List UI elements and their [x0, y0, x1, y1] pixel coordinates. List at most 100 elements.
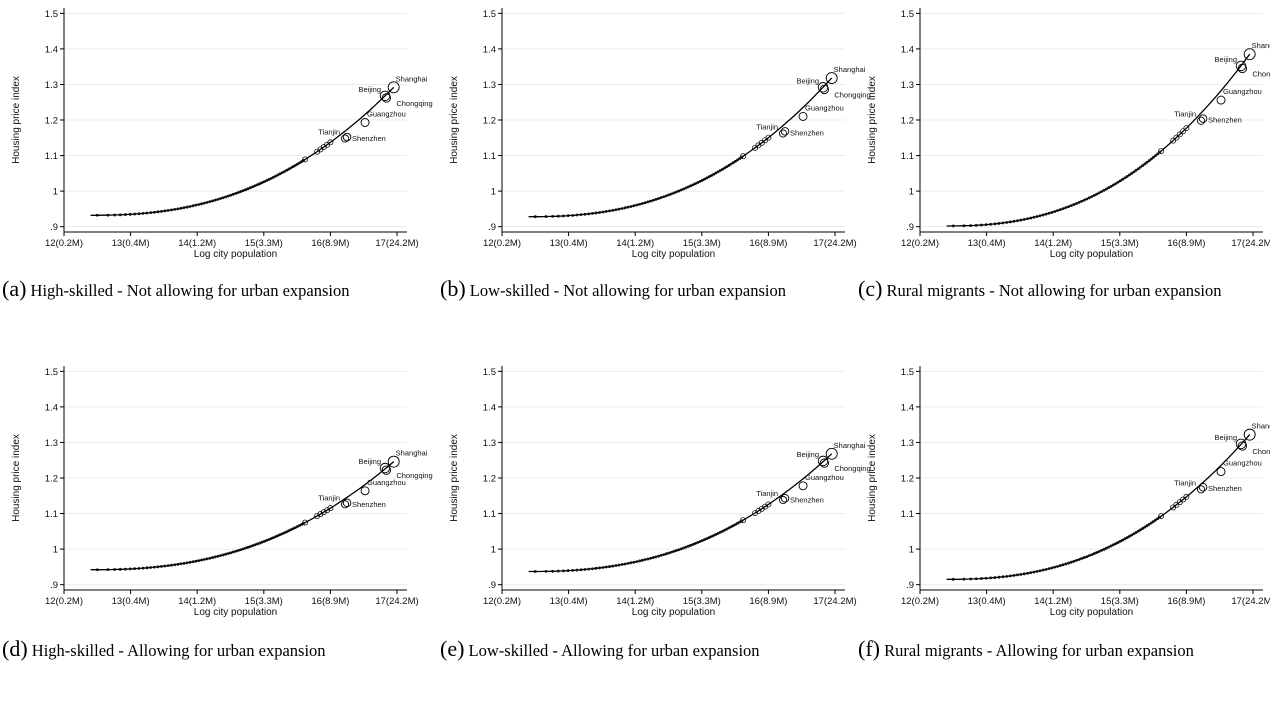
city-marker [623, 206, 627, 210]
city-marker [604, 210, 608, 213]
city-marker [626, 562, 630, 565]
city-marker [253, 543, 257, 547]
city-marker [635, 560, 639, 563]
city-marker [626, 205, 630, 209]
city-marker [236, 191, 240, 194]
city-marker [1035, 570, 1039, 573]
city-marker-guangzhou [798, 481, 808, 491]
city-marker [296, 525, 299, 528]
city-marker [269, 537, 273, 540]
city-marker [1136, 167, 1140, 171]
city-marker [241, 189, 245, 193]
city-marker [698, 179, 702, 183]
x-tick-label: 15(3.3M) [245, 238, 283, 249]
caption-label: (a) [2, 276, 27, 301]
city-marker [608, 209, 611, 213]
city-marker [285, 530, 289, 534]
city-marker [682, 187, 685, 191]
city-marker [1156, 517, 1160, 521]
caption-text: Low-skilled - Allowing for urban expansi… [468, 641, 760, 660]
x-tick-label: 14(1.2M) [616, 596, 654, 607]
city-marker [689, 543, 693, 547]
city-marker [182, 561, 186, 565]
city-marker-guangzhou [360, 118, 370, 127]
city-marker [575, 568, 579, 572]
city-marker [1022, 218, 1026, 221]
city-marker [1005, 221, 1009, 224]
city-marker [674, 549, 678, 552]
city-marker [1041, 568, 1045, 572]
city-marker [1087, 554, 1091, 558]
city-marker [213, 198, 217, 202]
city-marker [291, 165, 295, 169]
city-marker [251, 185, 255, 189]
chart-panel-b: .9 1 1.1 1.2 1.3 1.4 1.5 12(0.2M) 13(0.4M) 14(1.2… [449, 8, 871, 260]
city-marker [1104, 187, 1108, 191]
city-marker [731, 161, 735, 165]
city-marker [289, 528, 293, 532]
city-marker [163, 564, 167, 568]
city-marker [765, 501, 772, 508]
city-marker [1121, 177, 1125, 181]
city-marker [659, 196, 663, 200]
city-marker [755, 507, 762, 514]
city-marker [629, 561, 633, 565]
city-marker-chongqing [819, 458, 830, 468]
x-tick-label: 13(0.4M) [968, 596, 1006, 607]
city-marker [317, 511, 324, 518]
city-marker [736, 521, 739, 525]
city-marker [696, 541, 700, 544]
y-axis-label: Housing price index [449, 434, 460, 522]
city-label-shanghai: Shanghai [1252, 422, 1270, 431]
city-marker [664, 194, 668, 198]
city-label-chongqing: Chongqing [396, 471, 432, 480]
city-marker [1125, 536, 1129, 539]
city-marker-shanghai [387, 455, 400, 468]
x-tick-label: 13(0.4M) [968, 238, 1006, 249]
city-marker [124, 567, 127, 571]
city-marker [721, 167, 724, 171]
city-marker [638, 559, 641, 563]
city-marker [1001, 221, 1005, 225]
city-marker [1112, 543, 1115, 547]
panel-d: .9 1 1.1 1.2 1.3 1.4 1.5 12(0.2M) 13(0.4M) 14(1.2… [2, 358, 433, 706]
city-marker [1130, 171, 1134, 175]
city-marker [153, 565, 156, 569]
city-marker [229, 551, 233, 555]
city-marker [1047, 567, 1051, 571]
y-tick-label: 1.5 [45, 9, 58, 20]
city-marker [248, 545, 252, 548]
city-marker [611, 208, 615, 212]
city-marker [1125, 174, 1129, 178]
city-marker [1158, 148, 1165, 155]
city-marker [710, 174, 713, 177]
city-marker [1077, 558, 1081, 561]
city-label-beijing: Beijing [797, 76, 820, 85]
x-axis-label: Log city population [632, 249, 715, 260]
city-marker [1130, 533, 1134, 537]
city-marker [620, 563, 624, 566]
city-marker [679, 547, 683, 551]
city-marker [727, 526, 731, 530]
city-marker [285, 168, 289, 172]
city-marker [156, 565, 160, 569]
city-marker [197, 203, 201, 206]
city-marker [601, 210, 605, 214]
city-marker [1100, 549, 1103, 552]
city-marker [1058, 208, 1062, 212]
city-marker [727, 163, 731, 167]
y-tick-label: 1.1 [45, 151, 58, 162]
city-marker [236, 549, 240, 552]
city-marker [700, 539, 704, 542]
city-marker [133, 567, 137, 571]
x-tick-label: 17(24.2M) [375, 596, 418, 607]
city-marker-tianjin [779, 495, 788, 505]
city-marker [566, 569, 570, 573]
city-marker [1009, 574, 1012, 578]
fitted-curve [528, 77, 833, 218]
y-axis-label: Housing price index [11, 434, 22, 522]
city-marker [1067, 205, 1070, 209]
caption-text: Rural migrants - Allowing for urban expa… [884, 641, 1194, 660]
city-marker [163, 209, 167, 213]
city-marker [974, 223, 978, 227]
